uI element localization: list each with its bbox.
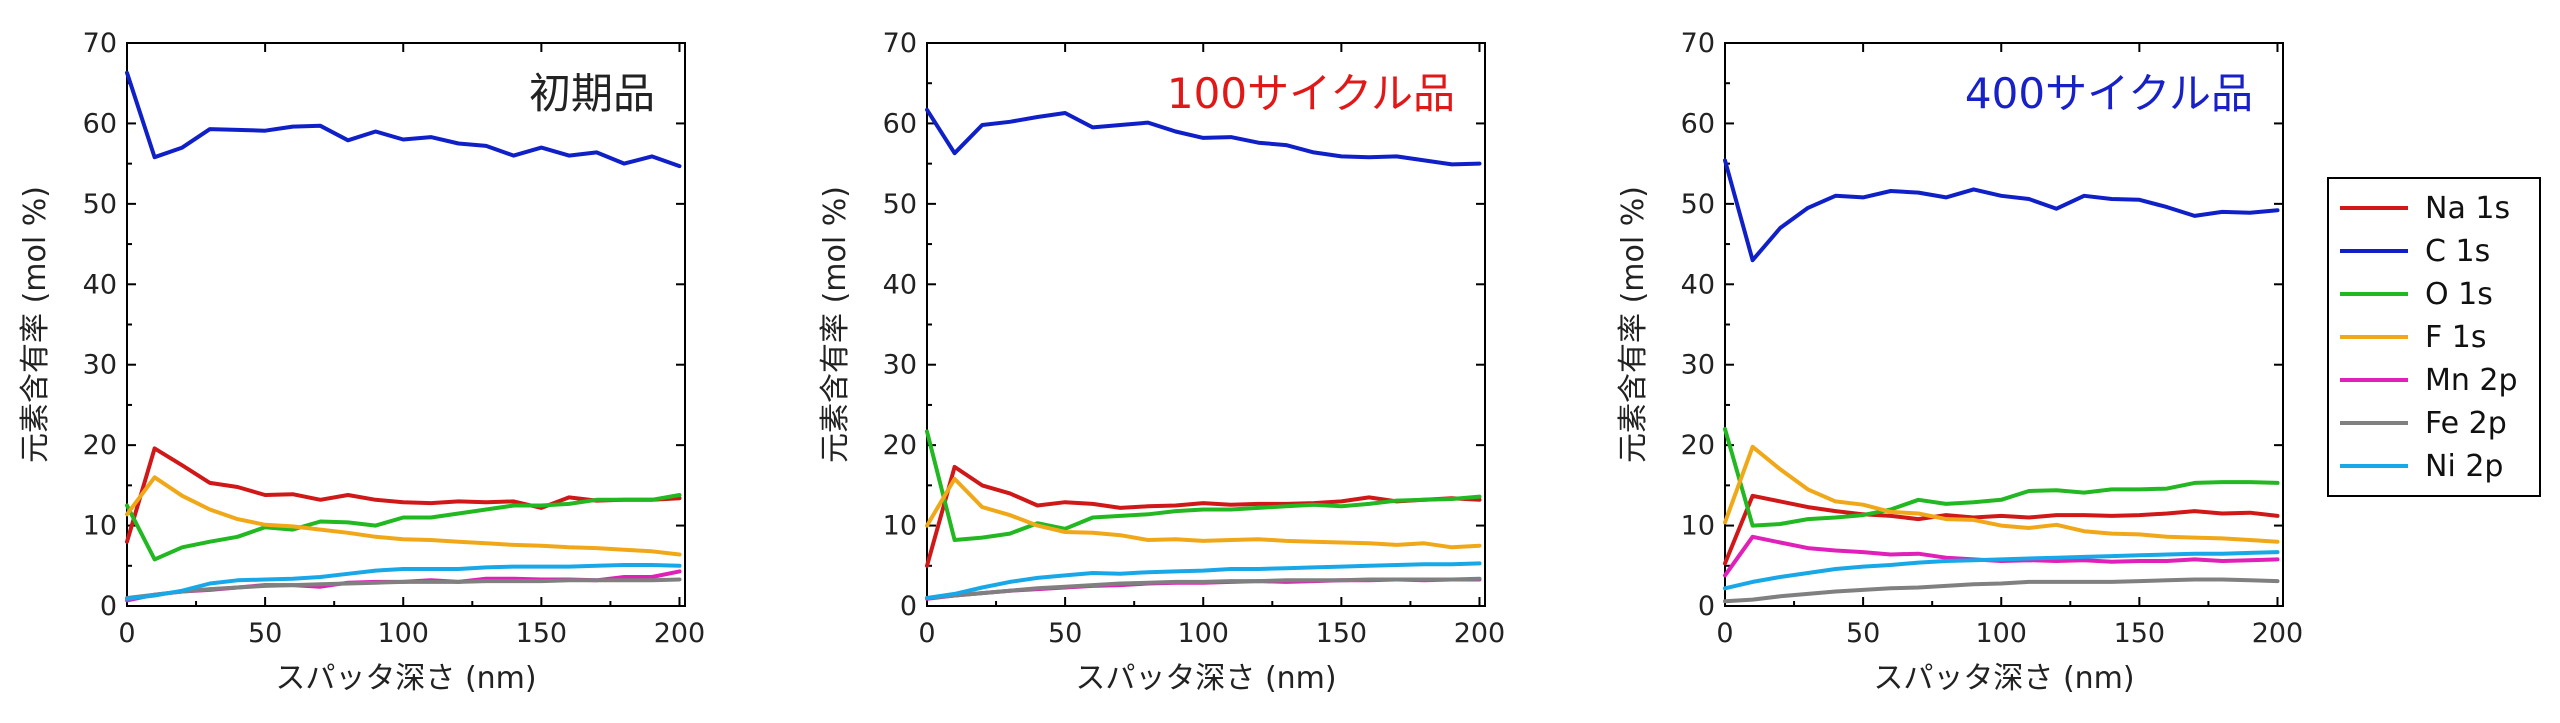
- legend-label: Mn 2p: [2425, 363, 2518, 398]
- y-tick-label: 20: [883, 430, 917, 461]
- series-line-ni-2p: [925, 561, 1482, 600]
- y-tick-label: 0: [900, 591, 917, 622]
- y-axis-title: 元素含有率 (mol %): [1616, 186, 1651, 463]
- series-line-fe-2p: [925, 576, 1482, 600]
- y-tick-label: 0: [100, 591, 117, 622]
- y-axis-title: 元素含有率 (mol %): [818, 186, 853, 463]
- y-tick-label: 50: [883, 189, 917, 220]
- series-line-o-1s: [1723, 427, 2280, 528]
- y-tick-label: 0: [1698, 591, 1715, 622]
- panel-title: 100サイクル品: [1167, 69, 1455, 118]
- panel-1: 0 10 20 30 40 50 60 70 0 50 100 150 200 スパッタ深さ (nm) 元素…: [18, 28, 705, 696]
- legend-label: Fe 2p: [2425, 406, 2507, 441]
- y-tick-label: 30: [83, 350, 117, 381]
- x-tick-label: 50: [248, 618, 282, 649]
- panel-3: 0 10 20 30 40 50 60 70 0 50 100 150 200 スパッタ深さ (nm) 元素…: [1616, 28, 2303, 696]
- legend: Na 1s C 1s O 1s F 1s Mn 2p Fe 2p Ni 2p: [2327, 177, 2541, 497]
- series-line-mn-2p: [125, 569, 682, 603]
- series-line-mn-2p: [1723, 534, 2280, 578]
- y-tick-label: 10: [1681, 511, 1715, 542]
- x-tick-label: 100: [377, 618, 429, 649]
- y-tick-label: 20: [1681, 430, 1715, 461]
- plot-frame: [926, 42, 1486, 607]
- series-line-c-1s: [925, 107, 1482, 167]
- series-line-c-1s: [1723, 158, 2280, 263]
- legend-label: Na 1s: [2425, 191, 2510, 226]
- y-axis-title: 元素含有率 (mol %): [18, 186, 53, 463]
- y-tick-label: 20: [83, 430, 117, 461]
- x-tick-label: 100: [1177, 618, 1229, 649]
- y-tick-label: 60: [83, 108, 117, 139]
- x-tick-label: 200: [654, 618, 706, 649]
- y-tick-label: 30: [883, 350, 917, 381]
- x-axis-title: スパッタ深さ (nm): [1075, 661, 1336, 696]
- x-axis-title: スパッタ深さ (nm): [1873, 661, 2134, 696]
- series-line-ni-2p: [125, 563, 682, 601]
- series-line-c-1s: [125, 70, 682, 169]
- y-tick-label: 50: [1681, 189, 1715, 220]
- y-tick-label: 30: [1681, 350, 1715, 381]
- y-tick-label: 40: [883, 269, 917, 300]
- y-tick-label: 70: [883, 28, 917, 59]
- panel-title: 初期品: [529, 69, 655, 118]
- panel-2: 0 10 20 30 40 50 60 70 0 50 100 150 200 スパッタ深さ (nm) 元素…: [818, 28, 1505, 696]
- legend-label: C 1s: [2425, 234, 2490, 269]
- series-line-ni-2p: [1723, 550, 2280, 591]
- series-line-f-1s: [925, 476, 1482, 550]
- plot-frame: [1724, 42, 2284, 607]
- panel-title: 400サイクル品: [1965, 69, 2253, 118]
- legend-label: Ni 2p: [2425, 449, 2503, 484]
- y-tick-label: 40: [83, 269, 117, 300]
- series-line-na-1s: [125, 446, 682, 544]
- series-line-o-1s: [125, 493, 682, 562]
- x-tick-label: 150: [1316, 618, 1368, 649]
- series-line-o-1s: [925, 429, 1482, 542]
- x-tick-label: 0: [918, 618, 935, 649]
- y-tick-label: 60: [883, 108, 917, 139]
- x-axis-title: スパッタ深さ (nm): [275, 661, 536, 696]
- x-tick-label: 0: [1716, 618, 1733, 649]
- y-tick-label: 40: [1681, 269, 1715, 300]
- y-tick-label: 70: [1681, 28, 1715, 59]
- series-line-na-1s: [1723, 493, 2280, 566]
- legend-label: O 1s: [2425, 277, 2493, 312]
- x-tick-label: 50: [1846, 618, 1880, 649]
- x-tick-label: 200: [2252, 618, 2304, 649]
- series-line-f-1s: [125, 475, 682, 557]
- y-tick-label: 70: [83, 28, 117, 59]
- y-tick-label: 60: [1681, 108, 1715, 139]
- series-line-f-1s: [1723, 444, 2280, 544]
- y-tick-label: 50: [83, 189, 117, 220]
- x-tick-label: 150: [516, 618, 568, 649]
- x-tick-label: 0: [118, 618, 135, 649]
- series-line-fe-2p: [1723, 577, 2280, 604]
- y-tick-label: 10: [883, 511, 917, 542]
- legend-label: F 1s: [2425, 320, 2487, 355]
- x-tick-label: 150: [2114, 618, 2166, 649]
- x-tick-label: 50: [1048, 618, 1082, 649]
- x-tick-label: 100: [1975, 618, 2027, 649]
- y-tick-label: 10: [83, 511, 117, 542]
- x-tick-label: 200: [1454, 618, 1506, 649]
- series-line-fe-2p: [125, 577, 682, 600]
